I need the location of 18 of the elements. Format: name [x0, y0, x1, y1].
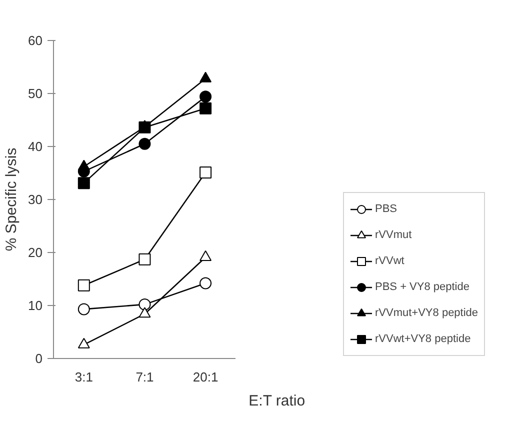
legend-label: rVVmut — [375, 228, 412, 242]
y-tick-label: 30 — [28, 192, 43, 207]
y-axis-title: % Specific lysis — [3, 148, 20, 252]
x-tick-label: 20:1 — [192, 370, 218, 384]
x-axis-title: E:T ratio — [248, 392, 306, 410]
legend-label: PBS + VY8 peptide — [375, 280, 470, 294]
y-tick-label: 0 — [35, 351, 43, 366]
legend-label: rVVwt+VY8 peptide — [375, 332, 471, 346]
y-tick-label: 10 — [28, 298, 43, 313]
y-tick-label: 50 — [28, 86, 43, 101]
y-tick-label: 60 — [28, 33, 43, 48]
legend-label: rVVmut+VY8 peptide — [375, 306, 478, 320]
legend-label: rVVwt — [375, 254, 404, 268]
y-tick-label: 40 — [28, 139, 43, 154]
x-tick-label: 7:1 — [136, 370, 154, 384]
y-tick-label: 20 — [28, 245, 43, 260]
legend-label: PBS — [375, 202, 398, 216]
x-tick-label: 3:1 — [74, 370, 93, 384]
